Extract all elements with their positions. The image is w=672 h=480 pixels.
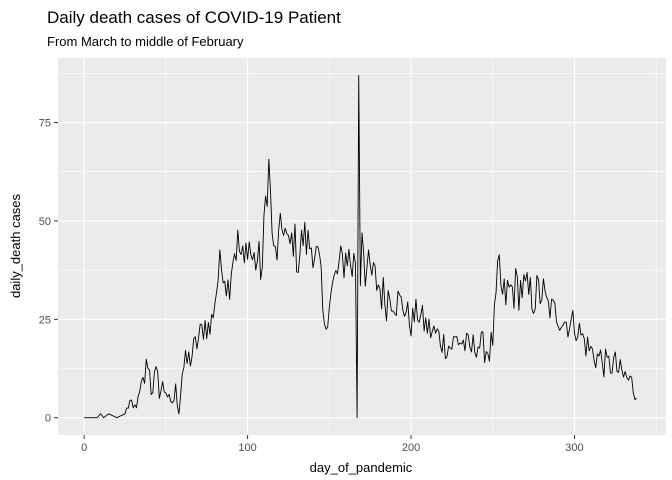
y-tick-label: 0 [45, 413, 51, 425]
x-tick-label: 0 [81, 442, 87, 454]
x-tick-label: 200 [402, 442, 420, 454]
x-axis-ticks: 0 100 200 300 [81, 435, 584, 454]
y-tick-label: 25 [39, 314, 51, 326]
x-axis-title: day_of_pandemic [310, 460, 413, 475]
chart-subtitle: From March to middle of February [47, 34, 244, 49]
y-tick-label: 50 [39, 216, 51, 228]
y-axis-title: daily_death cases [8, 193, 23, 298]
daily-death-series-line [84, 74, 637, 419]
x-tick-label: 100 [238, 442, 256, 454]
major-gridlines [58, 58, 666, 435]
series-group [84, 74, 637, 419]
minor-gridlines [58, 58, 666, 435]
x-tick-label: 300 [565, 442, 583, 454]
y-axis-ticks: 0 25 50 75 [39, 118, 58, 425]
y-tick-label: 75 [39, 118, 51, 130]
chart-title: Daily death cases of COVID-19 Patient [47, 8, 341, 27]
